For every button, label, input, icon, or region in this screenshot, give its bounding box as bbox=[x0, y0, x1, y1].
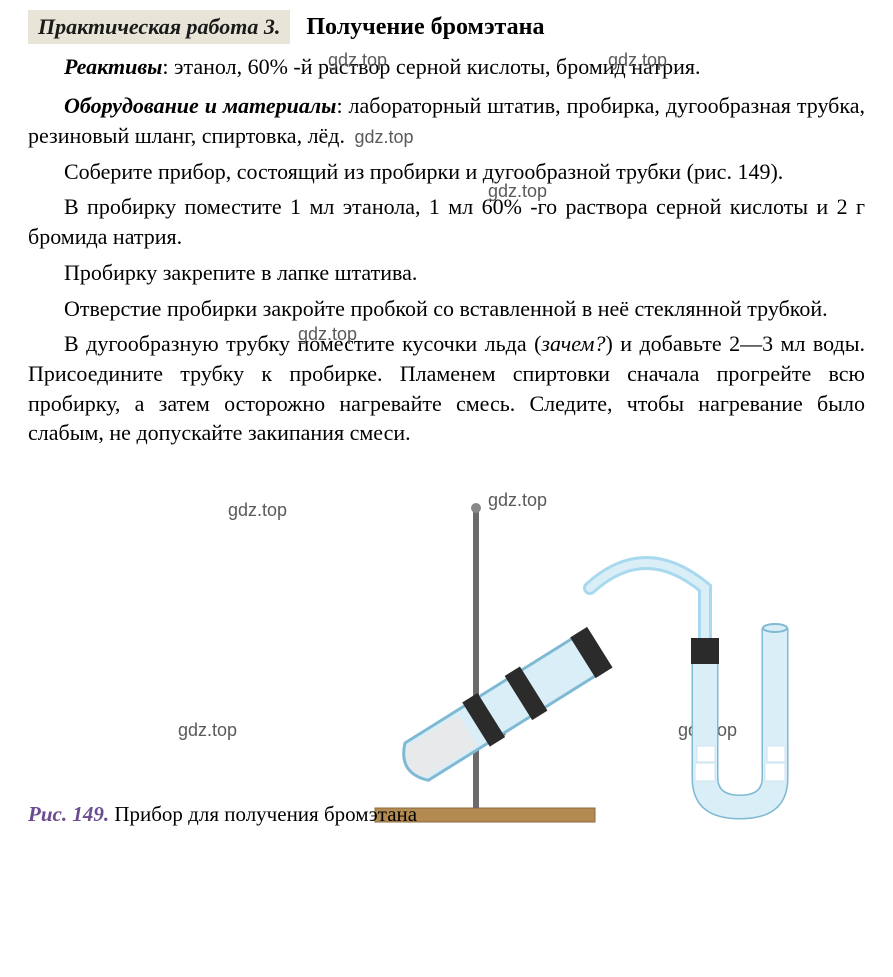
equipment-lead: Оборудование и материалы bbox=[64, 93, 336, 118]
watermark: gdz.top bbox=[298, 322, 357, 346]
paragraph-stopper: Отверстие пробирки закройте пробкой со в… bbox=[28, 294, 865, 324]
figure-caption: Рис. 149. Прибор для получения бромэтана bbox=[28, 800, 417, 828]
paragraph-procedure: В дугообразную трубку поместите кусочки … bbox=[28, 329, 865, 448]
paragraph-fill: В пробирку поместите 1 мл этанола, 1 мл … bbox=[28, 192, 865, 251]
test-tube-group bbox=[394, 625, 614, 789]
paragraph-clamp: Пробирку закрепите в лапке штатива. bbox=[28, 258, 865, 288]
watermark: gdz.top bbox=[328, 48, 387, 72]
apparatus-diagram bbox=[345, 468, 825, 828]
watermark: gdz.top bbox=[608, 48, 667, 72]
stand-rod bbox=[473, 508, 479, 808]
paragraph-equipment: Оборудование и материалы: лабораторный ш… bbox=[28, 91, 865, 150]
watermark: gdz.top bbox=[178, 718, 237, 742]
connecting-tube-inner bbox=[590, 563, 705, 643]
paragraph-assemble: Соберите прибор, состоящий из пробирки и… bbox=[28, 157, 865, 187]
page-title: Получение бромэтана bbox=[306, 11, 544, 43]
paragraph-reagents: Реактивы: этанол, 60% -й раствор серной … bbox=[28, 52, 865, 82]
watermark: gdz.top bbox=[355, 125, 414, 149]
u-tube-stopper bbox=[691, 638, 719, 664]
header-row: Практическая работа 3. Получение бромэта… bbox=[28, 10, 865, 44]
watermark: gdz.top bbox=[228, 498, 287, 522]
reagents-lead: Реактивы bbox=[64, 54, 162, 79]
stand-rod-top bbox=[471, 503, 481, 513]
procedure-question: зачем? bbox=[541, 331, 605, 356]
watermark: gdz.top bbox=[488, 179, 547, 203]
figure-caption-text: Прибор для получения бромэтана bbox=[109, 802, 417, 826]
figure-caption-label: Рис. 149. bbox=[28, 802, 109, 826]
figure-area: gdz.top gdz.top gdz.top gdz.top gdz.top bbox=[28, 458, 865, 828]
work-label: Практическая работа 3. bbox=[28, 10, 290, 44]
